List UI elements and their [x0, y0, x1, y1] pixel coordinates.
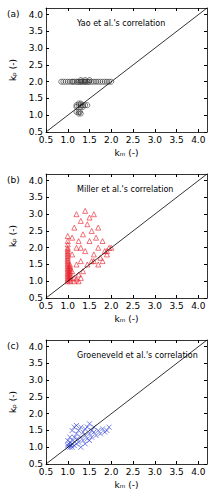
- svg-text:kₘ (-): kₘ (-): [115, 480, 139, 490]
- svg-text:1.0: 1.0: [61, 467, 76, 477]
- svg-text:3.0: 3.0: [148, 467, 163, 477]
- svg-text:2.5: 2.5: [29, 392, 43, 402]
- svg-text:4.0: 4.0: [29, 176, 44, 186]
- svg-text:1.5: 1.5: [29, 425, 43, 435]
- svg-text:(c): (c): [7, 341, 19, 351]
- svg-text:3.0: 3.0: [29, 209, 44, 219]
- svg-text:2.0: 2.0: [104, 135, 119, 145]
- svg-text:0.5: 0.5: [28, 293, 43, 303]
- svg-text:2.5: 2.5: [126, 135, 140, 145]
- svg-text:Groeneveld et al.'s correlatio: Groeneveld et al.'s correlation: [77, 351, 198, 360]
- svg-text:2.0: 2.0: [29, 77, 44, 87]
- svg-text:(a): (a): [7, 9, 20, 19]
- svg-text:0.5: 0.5: [39, 301, 53, 311]
- svg-text:2.0: 2.0: [104, 301, 119, 311]
- svg-text:0.5: 0.5: [39, 467, 53, 477]
- svg-text:0.5: 0.5: [28, 459, 43, 469]
- svg-text:1.0: 1.0: [61, 135, 76, 145]
- svg-text:4.0: 4.0: [29, 10, 44, 20]
- svg-text:1.5: 1.5: [82, 135, 96, 145]
- svg-text:2.0: 2.0: [104, 467, 119, 477]
- svg-text:kₘ (-): kₘ (-): [115, 148, 139, 158]
- svg-text:kₚ (-): kₚ (-): [8, 225, 18, 247]
- svg-text:3.0: 3.0: [29, 375, 44, 385]
- svg-text:2.5: 2.5: [126, 301, 140, 311]
- svg-text:3.0: 3.0: [29, 43, 44, 53]
- svg-text:2.5: 2.5: [126, 467, 140, 477]
- svg-text:3.5: 3.5: [169, 467, 183, 477]
- svg-text:1.0: 1.0: [29, 442, 44, 452]
- svg-text:0.5: 0.5: [28, 127, 43, 137]
- svg-text:Miller et al.'s correlation: Miller et al.'s correlation: [77, 185, 173, 194]
- svg-text:2.5: 2.5: [29, 60, 43, 70]
- svg-text:2.0: 2.0: [29, 409, 44, 419]
- svg-text:4.0: 4.0: [191, 135, 206, 145]
- svg-text:3.5: 3.5: [29, 358, 43, 368]
- svg-text:(b): (b): [7, 175, 20, 185]
- svg-text:kₚ (-): kₚ (-): [8, 391, 18, 413]
- svg-text:kₘ (-): kₘ (-): [115, 314, 139, 324]
- svg-text:0.5: 0.5: [39, 135, 53, 145]
- svg-text:2.5: 2.5: [29, 226, 43, 236]
- svg-text:kₚ (-): kₚ (-): [8, 59, 18, 81]
- svg-text:1.5: 1.5: [29, 259, 43, 269]
- svg-text:1.5: 1.5: [82, 467, 96, 477]
- svg-text:3.5: 3.5: [29, 26, 43, 36]
- svg-text:1.0: 1.0: [61, 301, 76, 311]
- svg-text:Yao et al.'s correlation: Yao et al.'s correlation: [76, 19, 165, 28]
- svg-text:3.5: 3.5: [29, 192, 43, 202]
- svg-text:4.0: 4.0: [191, 467, 206, 477]
- svg-text:1.0: 1.0: [29, 276, 44, 286]
- svg-text:3.0: 3.0: [148, 135, 163, 145]
- svg-text:3.5: 3.5: [169, 135, 183, 145]
- svg-text:3.0: 3.0: [148, 301, 163, 311]
- svg-text:4.0: 4.0: [29, 342, 44, 352]
- svg-text:2.0: 2.0: [29, 243, 44, 253]
- svg-text:4.0: 4.0: [191, 301, 206, 311]
- svg-text:1.0: 1.0: [29, 110, 44, 120]
- svg-text:1.5: 1.5: [29, 93, 43, 103]
- svg-text:3.5: 3.5: [169, 301, 183, 311]
- svg-text:1.5: 1.5: [82, 301, 96, 311]
